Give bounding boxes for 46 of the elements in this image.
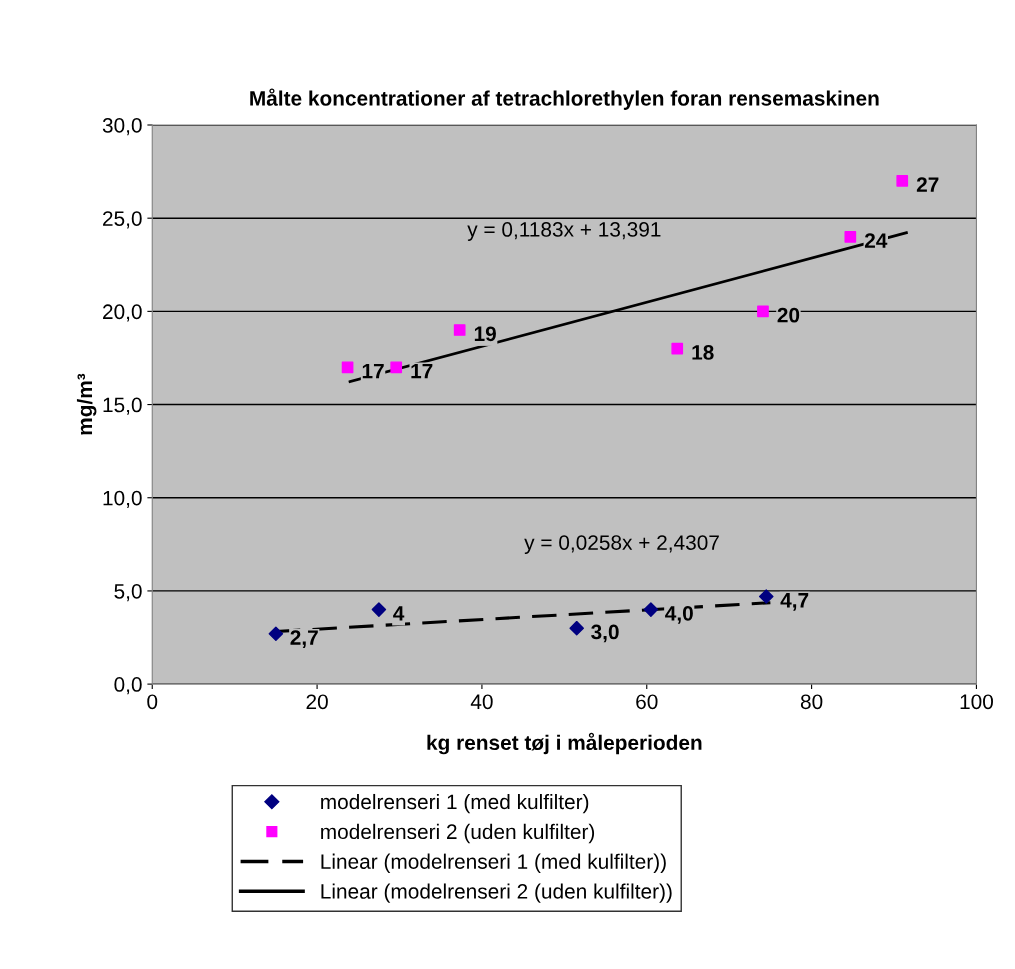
y-tick-label: 30,0 — [102, 118, 142, 136]
point — [268, 626, 284, 642]
y-tick-label: 15,0 — [103, 397, 142, 415]
data-label: 4,7 — [780, 593, 809, 611]
point — [643, 602, 659, 617]
point — [896, 175, 909, 187]
y-axis-title: mg/m³ — [76, 373, 97, 435]
y-tick-label: 20,0 — [103, 304, 142, 322]
data-label: 24 — [864, 233, 888, 248]
point — [371, 602, 387, 617]
data-label: 4,0 — [665, 605, 693, 624]
point — [671, 342, 684, 355]
point — [758, 589, 774, 604]
data-label: 17 — [411, 363, 433, 379]
data-label: 27 — [916, 177, 939, 192]
x-tick-label: 0 — [147, 694, 158, 710]
x-axis-title: kg renset tøj i måleperioden — [427, 732, 702, 755]
y-tick-label: 0,0 — [114, 677, 142, 695]
data-label: 18 — [692, 345, 714, 360]
point — [453, 324, 466, 336]
data-label: 3,0 — [591, 624, 619, 643]
point — [390, 361, 403, 374]
data-label: 4 — [393, 606, 405, 621]
data-label: 2,7 — [290, 630, 318, 648]
annotation: y = 0,1183x + 13,391 — [467, 222, 661, 241]
y-tick-label: 10,0 — [103, 490, 142, 508]
x-tick-label: 100 — [960, 694, 993, 710]
annotation: y = 0,0258x + 2,4307 — [524, 535, 719, 555]
point — [844, 230, 857, 243]
point — [757, 305, 769, 318]
x-tick-label: 20 — [306, 694, 328, 710]
x-tick-label: 60 — [636, 694, 658, 710]
x-tick-label: 40 — [470, 694, 493, 710]
point — [569, 620, 584, 636]
data-label: 20 — [777, 307, 800, 323]
point — [341, 361, 354, 374]
y-tick-label: 5,0 — [114, 583, 142, 602]
y-tick-label: 25,0 — [103, 211, 142, 229]
legend-label: Linear (modelrenseri 2 (uden kulfilter)) — [321, 883, 672, 903]
chart-title: Målte koncentrationer af tetrachlorethylen foran rensemaskinen — [250, 88, 879, 110]
legend-label: modelrenseri 2 (uden kulfilter) — [321, 823, 595, 844]
x-tick-label: 80 — [800, 694, 823, 710]
legend-label: modelrenseri 1 (med kulfilter) — [321, 793, 589, 814]
legend-label: Linear (modelrenseri 1 (med kulfilter)) — [321, 853, 666, 874]
data-label: 19 — [474, 326, 496, 342]
data-label: 17 — [362, 363, 384, 379]
